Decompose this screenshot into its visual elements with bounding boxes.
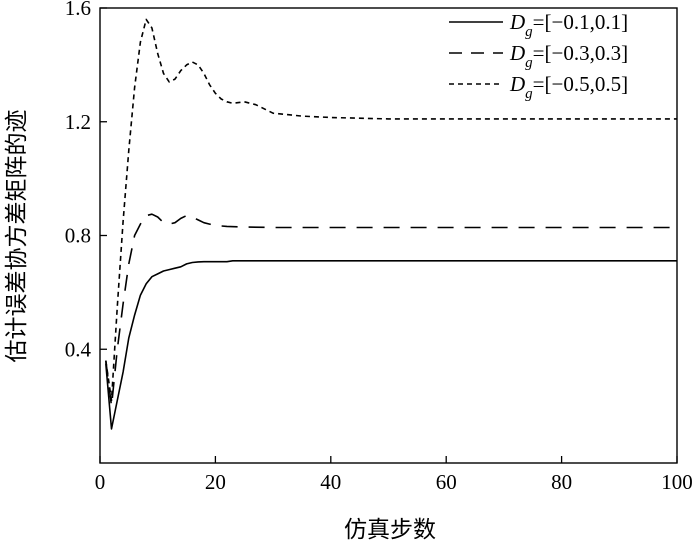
x-tick-label: 60 — [436, 470, 457, 494]
series-line-3 — [105, 18, 677, 402]
x-tick-label: 100 — [661, 470, 693, 494]
y-tick-label: 0.4 — [65, 337, 92, 361]
x-tick-label: 80 — [551, 470, 572, 494]
y-axis: 0.4 0.8 1.2 1.6 — [65, 0, 107, 361]
series-line-2 — [105, 213, 677, 407]
series-layer — [105, 18, 677, 430]
legend: Dg=[−0.1,0.1]Dg=[−0.3,0.3]Dg=[−0.5,0.5] — [449, 10, 628, 102]
x-tick-label: 20 — [205, 470, 226, 494]
legend-label-1: Dg=[−0.1,0.1] — [509, 10, 628, 40]
y-tick-label: 1.2 — [65, 110, 91, 134]
x-axis-title: 仿真步数 — [344, 517, 436, 543]
x-tick-label: 0 — [95, 470, 106, 494]
x-tick-label: 40 — [320, 470, 341, 494]
y-tick-label: 0.8 — [65, 224, 91, 248]
x-axis: 0 20 40 60 80 100 — [95, 456, 693, 494]
legend-label-2: Dg=[−0.3,0.3] — [509, 41, 628, 71]
series-line-1 — [105, 260, 677, 430]
legend-label-3: Dg=[−0.5,0.5] — [509, 72, 628, 102]
y-axis-title: 估计误差协方差矩阵的迹 — [4, 110, 30, 363]
y-tick-label: 1.6 — [65, 0, 91, 20]
